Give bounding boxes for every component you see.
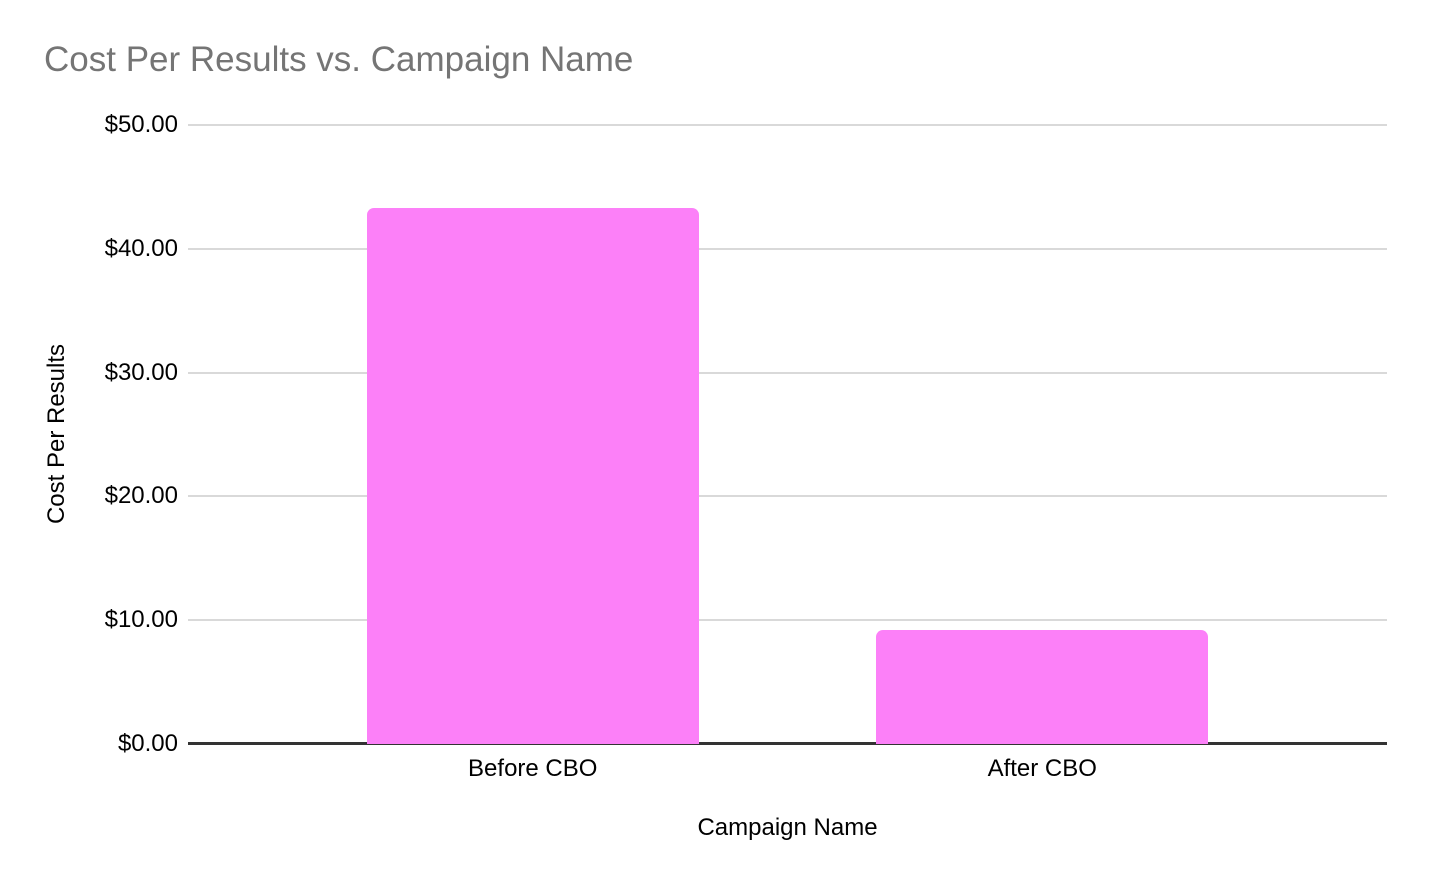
x-category-label: After CBO <box>987 755 1097 782</box>
bar-before-cbo <box>366 207 699 744</box>
y-tick-label: $10.00 <box>104 606 178 634</box>
y-tick-label: $30.00 <box>104 358 178 386</box>
bar-after-cbo <box>876 630 1209 744</box>
x-axis-line <box>188 742 1387 745</box>
gridline <box>188 495 1387 498</box>
gridline <box>188 247 1387 250</box>
gridline <box>188 619 1387 622</box>
x-axis-title: Campaign Name <box>697 814 878 841</box>
plot-area: $0.00 $10.00 $20.00 $30.00 $40.00 $50.00 Befor… <box>105 111 1387 782</box>
y-axis-title: Cost Per Results <box>43 343 70 525</box>
chart-title: Cost Per Results vs. Campaign Name <box>44 40 634 79</box>
x-category-label: Before CBO <box>468 755 598 782</box>
y-tick-label: $20.00 <box>104 482 178 510</box>
gridline <box>188 371 1387 374</box>
y-tick-label: $0.00 <box>117 730 178 757</box>
y-tick-label: $50.00 <box>104 111 178 138</box>
gridline <box>188 124 1387 126</box>
y-tick-label: $40.00 <box>104 234 178 262</box>
